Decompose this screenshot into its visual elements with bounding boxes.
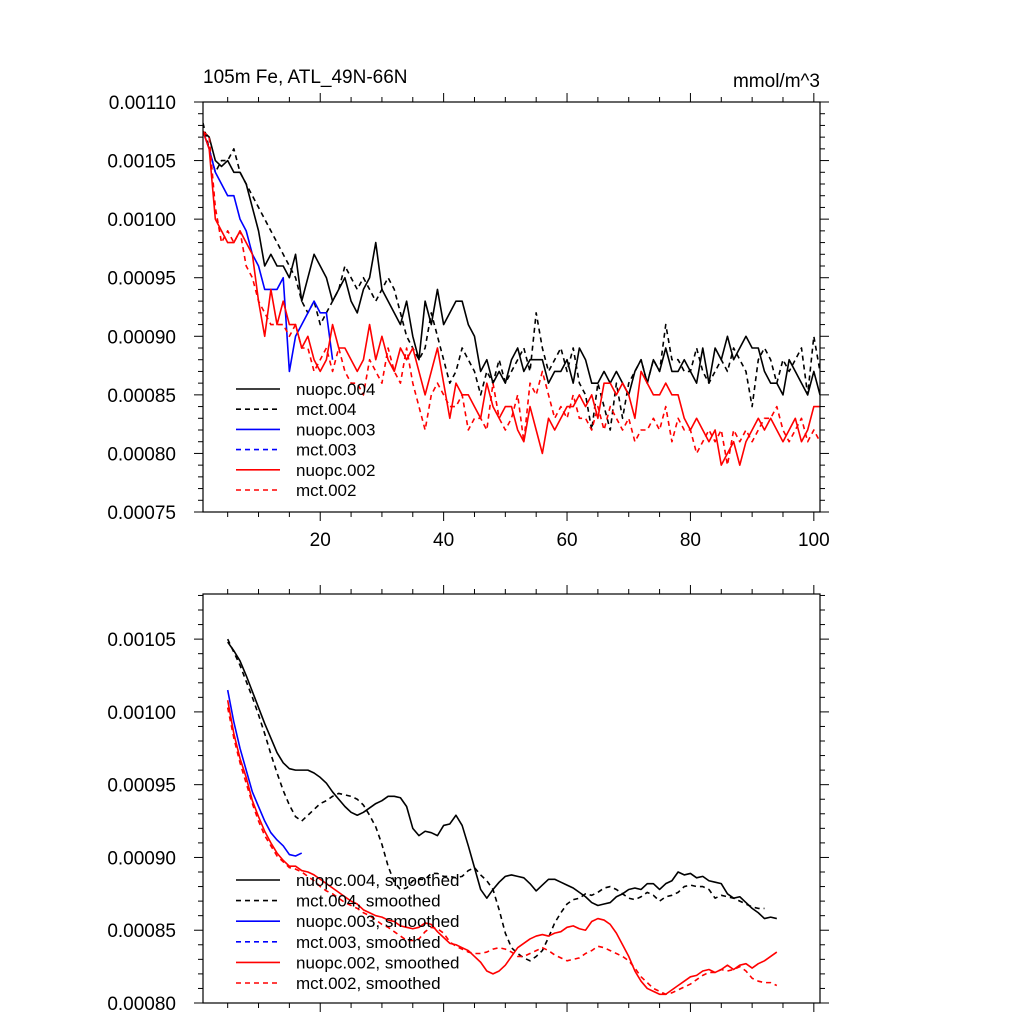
top-y-tick-label: 0.00080 [107,444,176,465]
bottom-series-line-nuopc-003-smoothed [226,689,303,857]
top-panel: 105m Fe, ATL_49N-66N mmol/m^3 20 40 60 80 10… [107,67,829,551]
bottom-legend-label-nuopc-002-smoothed: nuopc.002, smoothed [296,953,460,972]
top-plot-frame [202,101,821,513]
top-series-line-nuopc-002 [203,131,820,466]
top-y-tick-label: 0.00095 [107,269,176,290]
top-x-tick-label: 80 [680,530,701,551]
top-panel-units: mmol/m^3 [733,71,820,92]
top-series-line-nuopc-003 [203,131,334,373]
top-legend-label-mct-003: mct.003 [296,441,356,460]
bottom-y-tick-label: 0.00095 [107,776,176,797]
top-legend-label-nuopc-003: nuopc.003 [296,420,375,439]
bottom-plot-frame [202,593,821,1004]
top-legend-label-nuopc-002: nuopc.002 [296,461,375,480]
bottom-legend-label-nuopc-003-smoothed: nuopc.003, smoothed [296,912,460,931]
bottom-legend-label-mct-002-smoothed: mct.002, smoothed [296,974,441,993]
top-y-tick-label: 0.00100 [107,210,176,231]
bottom-legend-label-nuopc-004-smoothed: nuopc.004, smoothed [296,871,460,890]
bottom-series-group [226,638,778,996]
top-y-tick-label: 0.00105 [107,152,176,173]
bottom-series-line-mct-004-smoothed [226,638,765,962]
bottom-series-line-nuopc-002-smoothed [226,700,778,996]
bottom-y-tick-label: 0.00100 [107,703,176,724]
top-x-tick-label: 40 [433,530,454,551]
bottom-y-tick-label: 0.00105 [107,630,176,651]
bottom-y-tick-label: 0.00080 [107,994,176,1015]
top-legend-label-mct-002: mct.002 [296,481,356,500]
top-x-tick-label: 20 [310,530,331,551]
top-series-group [203,122,820,466]
top-y-tick-label: 0.00110 [109,93,176,114]
top-series-line-mct-004 [203,122,820,431]
bottom-panel: 0.00080 0.00085 0.00090 0.00095 0.00100 0.001… [107,585,829,1015]
bottom-y-tick-label: 0.00085 [107,921,176,942]
bottom-legend-label-mct-004-smoothed: mct.004, smoothed [296,892,441,911]
top-series-line-nuopc-004 [203,130,820,396]
top-y-tick-label: 0.00090 [107,327,176,348]
top-legend-label-nuopc-004: nuopc.004 [296,380,375,399]
top-x-tick-label: 60 [556,530,577,551]
bottom-series-line-nuopc-004-smoothed [227,641,777,920]
top-legend-label-mct-004: mct.004 [296,400,356,419]
top-y-tick-label: 0.00085 [107,386,176,407]
bottom-series-line-mct-002-smoothed [226,707,778,996]
top-y-tick-label: 0.00075 [107,503,176,524]
bottom-y-tick-label: 0.00090 [107,848,176,869]
top-panel-title: 105m Fe, ATL_49N-66N [203,67,408,88]
bottom-legend-label-mct-003-smoothed: mct.003, smoothed [296,933,441,952]
top-x-tick-label: 100 [798,530,830,551]
